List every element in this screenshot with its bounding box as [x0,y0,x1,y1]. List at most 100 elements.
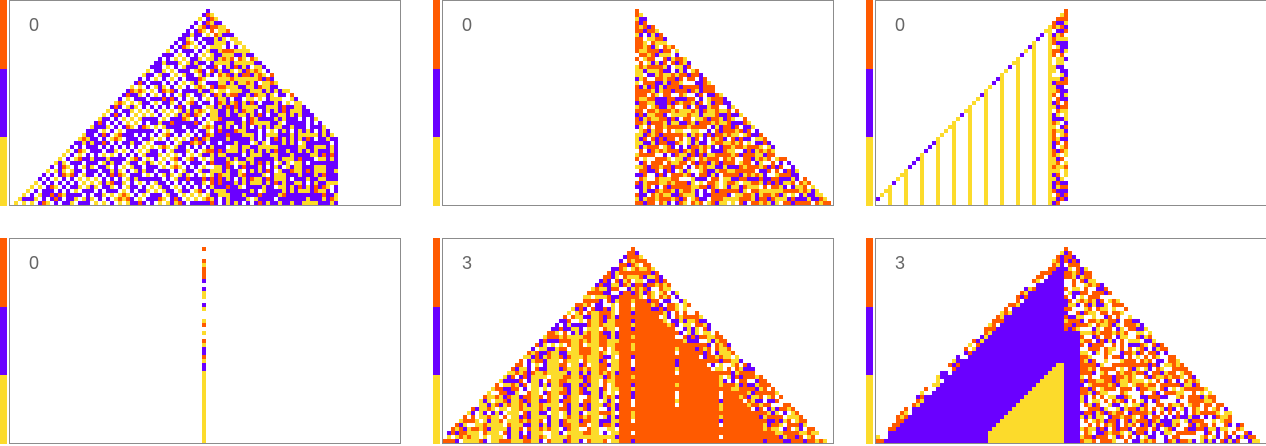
ca-cell [234,93,238,97]
ca-cell [583,371,587,375]
ca-cell [659,49,663,53]
ca-cell [326,189,330,193]
ca-cell [607,307,611,311]
ca-cell [210,37,214,41]
ca-cell [282,197,286,201]
ca-cell [218,153,222,157]
ca-cell [186,29,190,33]
ca-cell [643,105,647,109]
ca-cell [1064,141,1068,145]
ca-cell [138,89,142,93]
ca-cell [138,197,142,201]
ca-cell [587,351,591,355]
ca-cell [679,113,683,117]
ca-cell [318,141,322,145]
ca-cell [731,371,735,375]
ca-cell [643,161,647,165]
ca-cell [158,153,162,157]
ca-cell [651,189,655,193]
ca-cell [679,391,683,395]
ca-cell [254,137,258,141]
ca-cell [675,197,679,201]
ca-cell [703,363,707,367]
ca-cell [222,49,226,53]
ca-cell [603,351,607,355]
ca-cell [182,113,186,117]
ca-cell [326,169,330,173]
ca-cell [671,379,675,383]
ca-cell [1056,189,1060,193]
ca-cell [182,93,186,97]
ca-cell [635,339,639,343]
ca-cell [747,173,751,177]
ca-cell [635,255,639,259]
ca-cell [703,319,707,323]
ca-cell [639,291,643,295]
ca-cell [643,299,647,303]
ca-cell [1056,65,1060,69]
ca-cell [246,69,250,73]
ca-cell [1048,181,1052,185]
ca-cell [535,379,539,383]
ca-cell [198,61,202,65]
ca-cell [647,165,651,169]
ca-cell [158,197,162,201]
ca-cell [126,197,130,201]
ca-cell [695,411,699,415]
ca-cell [547,415,551,419]
ca-cell [611,299,615,303]
ca-cell [591,387,595,391]
ca-cell [202,407,206,411]
ca-cell [667,157,671,161]
ca-cell [751,133,755,137]
ca-cell [920,181,924,185]
ca-cell [82,149,86,153]
ca-cell [675,181,679,185]
ca-cell [667,379,671,383]
ca-cell [639,97,643,101]
ca-cell [230,61,234,65]
ca-cell [258,149,262,153]
ca-cell [571,375,575,379]
ca-cell [767,189,771,193]
ca-cell [667,383,671,387]
ca-cell [531,411,535,415]
ca-cell [675,65,679,69]
ca-cell [771,177,775,181]
ca-cell [86,197,90,201]
ca-cell [675,355,679,359]
ca-cell [639,355,643,359]
ca-cell [198,201,202,205]
ca-cell [671,181,675,185]
ca-cell [294,173,298,177]
ca-cell [286,137,290,141]
ca-cell [639,61,643,65]
ca-cell [210,137,214,141]
ca-cell [222,89,226,93]
ca-cell [743,165,747,169]
ca-cell [679,73,683,77]
ca-cell [563,363,567,367]
ca-cell [242,129,246,133]
ca-cell [158,85,162,89]
ca-cell [134,185,138,189]
ca-cell [735,403,739,407]
ca-cell [775,177,779,181]
ca-cell [202,295,206,299]
ca-cell [667,303,671,307]
ca-cell [671,109,675,113]
ca-cell [683,359,687,363]
ca-cell [234,149,238,153]
ca-cell [619,395,623,399]
ca-cell [727,371,731,375]
ca-cell [98,133,102,137]
ca-cell [671,189,675,193]
ca-cell [631,275,635,279]
ca-cell [952,145,956,149]
ca-cell [936,173,940,177]
ca-cell [503,391,507,395]
ca-cell [791,165,795,169]
ca-cell [202,391,206,395]
ca-cell [102,161,106,165]
ca-cell [763,193,767,197]
